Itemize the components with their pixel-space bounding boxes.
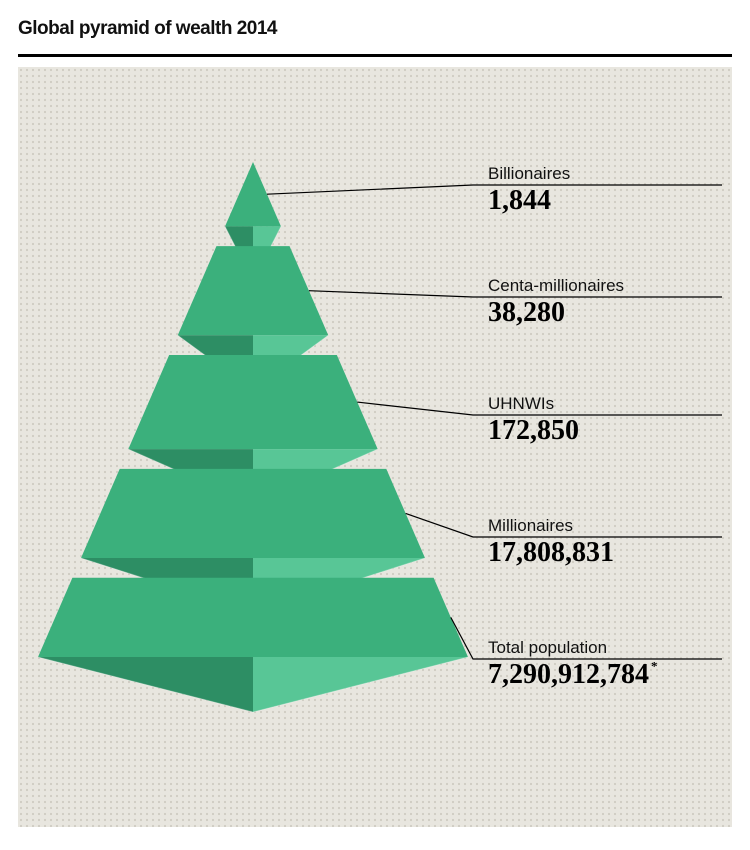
tier-category: Total population bbox=[488, 638, 607, 657]
tier-category: Centa-millionaires bbox=[488, 276, 624, 295]
tier-value: 38,280 bbox=[488, 297, 565, 328]
page-title: Global pyramid of wealth 2014 bbox=[18, 18, 732, 40]
pyramid-chart: Billionaires 1,844 Centa-millionaires 38,28… bbox=[18, 67, 732, 827]
tier-category: UHNWIs bbox=[488, 394, 554, 413]
tier-value: 7,290,912,784* bbox=[488, 658, 658, 690]
tier-category: Millionaires bbox=[488, 516, 573, 535]
tier-value: 172,850 bbox=[488, 415, 579, 446]
tier-category: Billionaires bbox=[488, 164, 570, 183]
chart-panel: Billionaires 1,844 Centa-millionaires 38,28… bbox=[18, 67, 732, 827]
page: Global pyramid of wealth 2014 Billionair… bbox=[0, 0, 750, 850]
title-rule bbox=[18, 54, 732, 57]
tier-value: 1,844 bbox=[488, 185, 551, 216]
tier-value: 17,808,831 bbox=[488, 537, 614, 568]
